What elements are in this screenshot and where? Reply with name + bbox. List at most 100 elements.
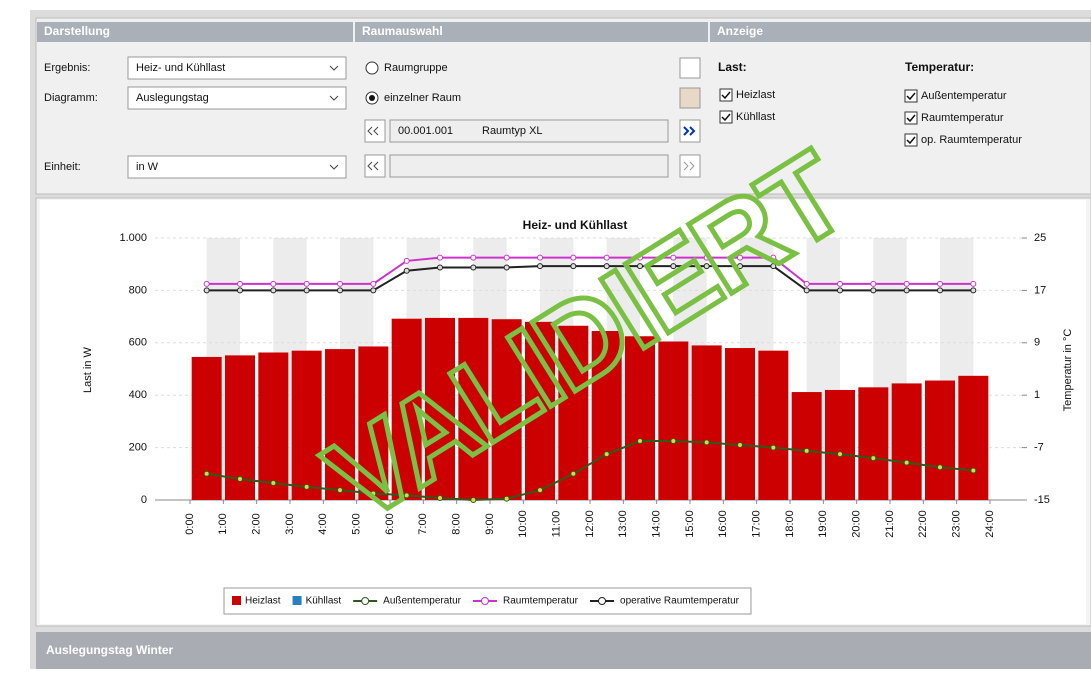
bar (725, 348, 755, 500)
group-label: Temperatur: (905, 60, 974, 74)
check-mark (721, 113, 731, 122)
checkbox-label: Heizlast (736, 89, 775, 101)
next-button[interactable] (679, 119, 701, 143)
room-field (389, 119, 669, 143)
marker (370, 280, 377, 287)
y2-tick-label: 25 (1034, 232, 1046, 244)
group-label: Last: (718, 60, 747, 74)
y-tick-label: 400 (129, 389, 147, 401)
line (206, 265, 974, 292)
bar (391, 318, 422, 500)
marker (603, 263, 610, 270)
x-tick-label: 7:00 (417, 513, 429, 534)
legend-label: Kühllast (306, 596, 342, 607)
marker (703, 254, 710, 261)
checkbox[interactable] (904, 133, 918, 147)
radio[interactable] (365, 61, 379, 75)
checkbox[interactable] (904, 89, 918, 103)
y-tick-label: 800 (129, 284, 147, 296)
next-button[interactable] (679, 154, 701, 178)
y-tick-label: 1.000 (119, 232, 147, 244)
check-mark (721, 91, 731, 100)
x-tick-label: 18:00 (784, 510, 796, 538)
x-tick-label: 23:00 (951, 510, 963, 538)
marker (737, 254, 743, 261)
checkbox[interactable] (719, 88, 733, 102)
icon (683, 126, 696, 136)
dropdown-value: Heiz- und Kühllast (136, 62, 225, 74)
marker (670, 254, 677, 261)
marker (437, 264, 443, 271)
legend-label: Heizlast (245, 596, 281, 607)
legend: Heizlast Kühllast Außentemperatur Raumtempe… (223, 587, 752, 615)
marker (403, 267, 410, 274)
bar (658, 341, 689, 500)
legend-marker (361, 597, 370, 605)
icon (683, 161, 695, 171)
check-mark (906, 114, 916, 123)
dropdown[interactable]: Heiz- und Kühllast (127, 56, 347, 80)
button[interactable] (679, 57, 701, 79)
checkbox-label: Raumtemperatur (921, 112, 1004, 124)
bar (325, 349, 355, 500)
bar (691, 345, 722, 500)
checkbox[interactable] (904, 111, 918, 125)
marker (237, 287, 243, 294)
marker (637, 438, 643, 445)
marker (203, 280, 210, 287)
dropdown[interactable]: Auslegungstag (127, 86, 347, 110)
checkbox-label: Kühllast (736, 111, 775, 123)
y-axis-label: Last in W (82, 346, 94, 392)
marker (270, 280, 277, 287)
x-tick-label: 19:00 (817, 510, 829, 538)
bar (958, 375, 989, 500)
marker (203, 470, 210, 477)
marker (937, 464, 943, 471)
marker (803, 280, 810, 287)
marker (670, 263, 677, 270)
label: Diagramm: (44, 92, 98, 104)
marker (903, 459, 910, 466)
label: Einheit: (44, 161, 81, 173)
x-tick-label: 17:00 (751, 510, 763, 538)
marker (837, 451, 843, 458)
marker (337, 287, 343, 294)
bar (191, 356, 222, 500)
marker (637, 263, 643, 270)
marker (270, 479, 277, 486)
y2-axis-label: Temperatur in °C (1062, 329, 1074, 412)
x-tick-label: 13:00 (617, 510, 629, 538)
prev-button[interactable] (364, 154, 386, 178)
marker (303, 280, 310, 287)
bar (258, 352, 289, 500)
section-header (37, 22, 353, 42)
legend-label: operative Raumtemperatur (620, 596, 740, 607)
dropdown[interactable]: in W (127, 155, 347, 179)
bar (825, 389, 855, 500)
radio-label: einzelner Raum (384, 92, 461, 104)
marker (970, 287, 977, 294)
y-tick-label: 600 (129, 337, 147, 349)
section-header (710, 22, 1091, 42)
button[interactable] (679, 87, 701, 109)
legend-label: Außentemperatur (383, 596, 461, 607)
section-title: Raumauswahl (362, 24, 443, 38)
x-tick-label: 3:00 (284, 513, 296, 534)
marker (970, 467, 977, 474)
legend-marker (598, 597, 607, 605)
bar (525, 321, 555, 500)
marker (570, 263, 577, 270)
marker (337, 487, 343, 494)
prev-button[interactable] (364, 119, 386, 143)
y2-tick-label: -7 (1034, 442, 1044, 454)
icon (367, 126, 379, 136)
y2-tick-label: -15 (1034, 494, 1050, 506)
marker (670, 438, 677, 445)
marker (237, 280, 243, 287)
marker (570, 470, 577, 477)
marker (603, 451, 610, 458)
marker (603, 254, 610, 261)
y2-tick-label: 1 (1034, 389, 1040, 401)
x-tick-label: 1:00 (217, 513, 229, 534)
checkbox[interactable] (719, 110, 733, 124)
